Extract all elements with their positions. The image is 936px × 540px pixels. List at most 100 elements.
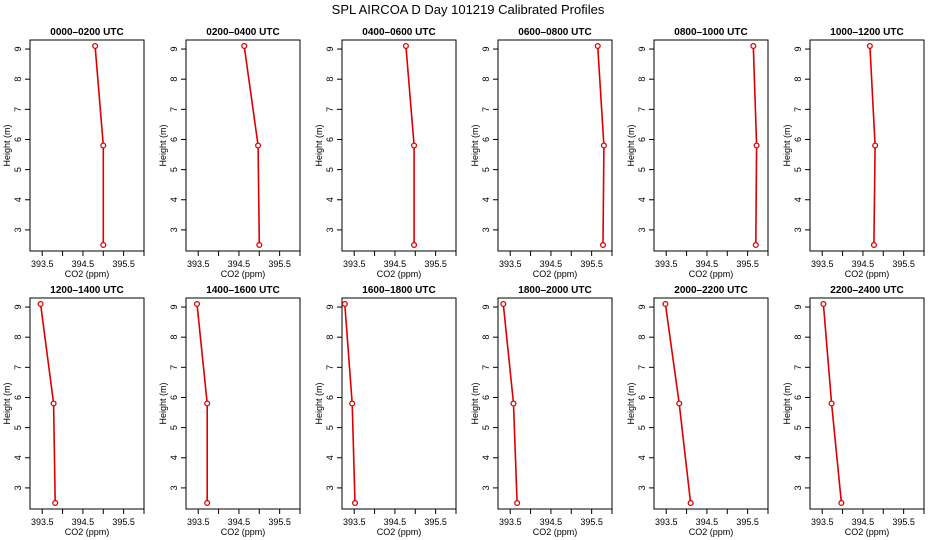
y-tick-label: 5 bbox=[169, 167, 179, 172]
data-point bbox=[828, 400, 835, 407]
panel-title: 0600–0800 UTC bbox=[518, 27, 591, 38]
y-tick-label: 4 bbox=[325, 455, 335, 460]
panel-title: 0800–1000 UTC bbox=[674, 27, 747, 38]
data-point bbox=[100, 241, 107, 249]
x-tick-label: 394.5 bbox=[696, 517, 719, 527]
y-tick-label: 4 bbox=[481, 455, 491, 460]
plot-frame bbox=[185, 297, 301, 510]
y-tick-label: 7 bbox=[13, 107, 23, 112]
y-tick-label: 8 bbox=[169, 335, 179, 340]
y-axis-label: Height (m) bbox=[782, 382, 792, 424]
plot-frame bbox=[809, 297, 925, 510]
y-tick-label: 5 bbox=[13, 425, 23, 430]
y-tick-label: 3 bbox=[13, 227, 23, 232]
y-tick-label: 6 bbox=[13, 395, 23, 400]
figure-title: SPL AIRCOA D Day 101219 Calibrated Profi… bbox=[331, 2, 605, 17]
panel-title: 2000–2200 UTC bbox=[674, 285, 747, 296]
data-point bbox=[52, 499, 59, 507]
plot-frame bbox=[29, 297, 145, 510]
x-tick-label: 394.5 bbox=[384, 517, 407, 527]
y-tick-label: 5 bbox=[793, 167, 803, 172]
x-tick-label: 395.5 bbox=[268, 259, 291, 269]
data-point bbox=[838, 499, 845, 507]
x-tick-label: 393.5 bbox=[31, 517, 54, 527]
plot-frame bbox=[497, 297, 613, 510]
y-tick-label: 6 bbox=[793, 137, 803, 142]
x-tick-label: 394.5 bbox=[852, 517, 875, 527]
y-tick-label: 9 bbox=[481, 305, 491, 310]
x-axis-label: CO2 (ppm) bbox=[845, 527, 890, 537]
x-tick-label: 394.5 bbox=[384, 259, 407, 269]
x-tick-label: 395.5 bbox=[112, 517, 135, 527]
data-point bbox=[752, 241, 759, 249]
data-point bbox=[349, 400, 356, 407]
y-tick-label: 3 bbox=[481, 485, 491, 490]
y-axis-label: Height (m) bbox=[470, 124, 480, 166]
y-tick-label: 7 bbox=[481, 365, 491, 370]
y-tick-label: 4 bbox=[793, 197, 803, 202]
y-tick-label: 7 bbox=[325, 107, 335, 112]
x-axis-label: CO2 (ppm) bbox=[845, 269, 890, 279]
y-tick-label: 9 bbox=[325, 305, 335, 310]
y-tick-label: 9 bbox=[169, 305, 179, 310]
profile-panel: 0000–0200 UTC 393.5 394.5 395.5 3 4 5 6 7 8 9 CO2 (… bbox=[2, 27, 145, 279]
y-tick-label: 5 bbox=[13, 167, 23, 172]
y-tick-label: 8 bbox=[481, 77, 491, 82]
x-tick-label: 395.5 bbox=[892, 259, 915, 269]
y-tick-label: 9 bbox=[325, 47, 335, 52]
y-tick-label: 7 bbox=[325, 365, 335, 370]
data-point bbox=[676, 400, 683, 407]
x-tick-label: 394.5 bbox=[228, 517, 251, 527]
panel-title: 1400–1600 UTC bbox=[206, 285, 279, 296]
y-tick-label: 8 bbox=[325, 335, 335, 340]
x-tick-label: 393.5 bbox=[811, 259, 834, 269]
panel-title: 1800–2000 UTC bbox=[518, 285, 591, 296]
x-axis-label: CO2 (ppm) bbox=[65, 269, 110, 279]
y-tick-label: 5 bbox=[637, 425, 647, 430]
data-point bbox=[750, 42, 757, 50]
x-axis-label: CO2 (ppm) bbox=[377, 269, 422, 279]
y-tick-label: 8 bbox=[169, 77, 179, 82]
y-tick-label: 4 bbox=[637, 455, 647, 460]
data-point bbox=[872, 142, 879, 149]
x-axis-label: CO2 (ppm) bbox=[533, 527, 578, 537]
data-point bbox=[256, 241, 263, 249]
data-point bbox=[687, 499, 694, 507]
y-tick-label: 5 bbox=[169, 425, 179, 430]
x-tick-label: 395.5 bbox=[580, 517, 603, 527]
y-tick-label: 5 bbox=[793, 425, 803, 430]
x-tick-label: 395.5 bbox=[112, 259, 135, 269]
profile-panel: 0600–0800 UTC 393.5 394.5 395.5 3 4 5 6 7 8 9 CO2 (… bbox=[470, 27, 613, 279]
data-point bbox=[753, 142, 760, 149]
x-tick-label: 395.5 bbox=[580, 259, 603, 269]
y-tick-label: 7 bbox=[637, 365, 647, 370]
x-tick-label: 394.5 bbox=[72, 517, 95, 527]
y-tick-label: 6 bbox=[325, 137, 335, 142]
x-tick-label: 393.5 bbox=[187, 517, 210, 527]
profile-panel: 2000–2200 UTC 393.5 394.5 395.5 3 4 5 6 7 8 9 CO2 (… bbox=[626, 285, 769, 537]
y-tick-label: 9 bbox=[13, 305, 23, 310]
x-tick-label: 393.5 bbox=[31, 259, 54, 269]
y-axis-label: Height (m) bbox=[782, 124, 792, 166]
data-point bbox=[594, 42, 601, 50]
x-tick-label: 394.5 bbox=[540, 517, 563, 527]
data-point bbox=[866, 42, 873, 50]
y-axis-label: Height (m) bbox=[626, 382, 636, 424]
y-tick-label: 8 bbox=[793, 77, 803, 82]
profile-panel: 0400–0600 UTC 393.5 394.5 395.5 3 4 5 6 7 8 9 CO2 (… bbox=[314, 27, 457, 279]
y-tick-label: 9 bbox=[793, 47, 803, 52]
y-tick-label: 6 bbox=[169, 395, 179, 400]
x-tick-label: 395.5 bbox=[736, 517, 759, 527]
y-tick-label: 7 bbox=[13, 365, 23, 370]
plot-frame bbox=[341, 39, 457, 252]
y-tick-label: 7 bbox=[793, 107, 803, 112]
y-tick-label: 7 bbox=[169, 365, 179, 370]
data-point bbox=[510, 400, 517, 407]
y-tick-label: 9 bbox=[793, 305, 803, 310]
data-point bbox=[600, 142, 607, 149]
data-point bbox=[255, 142, 262, 149]
y-tick-label: 5 bbox=[481, 167, 491, 172]
y-axis-label: Height (m) bbox=[2, 382, 12, 424]
y-tick-label: 9 bbox=[13, 47, 23, 52]
y-tick-label: 8 bbox=[637, 335, 647, 340]
